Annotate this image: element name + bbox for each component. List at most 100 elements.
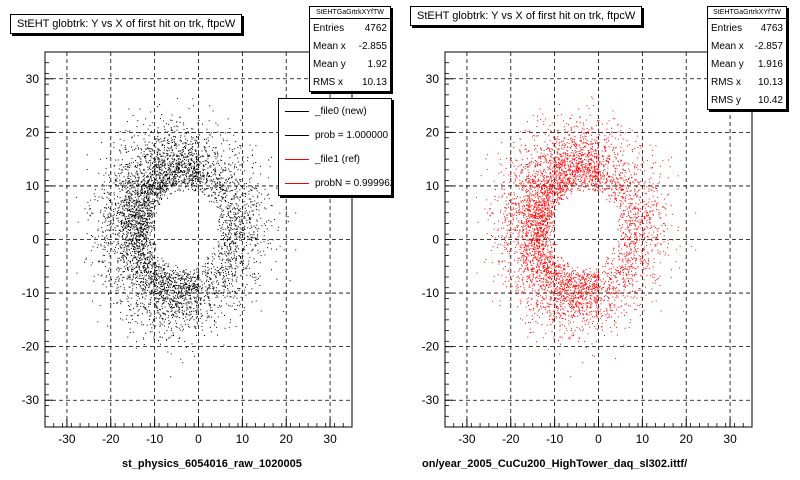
scatter-point bbox=[222, 238, 224, 239]
scatter-point bbox=[200, 313, 202, 315]
scatter-point bbox=[175, 184, 177, 186]
scatter-point bbox=[127, 295, 129, 297]
scatter-point bbox=[185, 272, 187, 274]
scatter-point bbox=[241, 253, 243, 254]
scatter-point bbox=[181, 330, 183, 332]
scatter-point bbox=[163, 160, 165, 162]
scatter-point bbox=[214, 198, 216, 200]
scatter-point bbox=[150, 155, 152, 157]
scatter-point bbox=[230, 190, 232, 191]
scatter-point bbox=[127, 301, 129, 302]
scatter-point bbox=[211, 272, 212, 274]
scatter-point bbox=[158, 157, 160, 159]
scatter-point bbox=[160, 291, 162, 293]
scatter-point bbox=[205, 275, 207, 276]
scatter-point bbox=[223, 269, 225, 271]
scatter-point bbox=[147, 147, 149, 149]
scatter-point bbox=[202, 175, 204, 177]
scatter-point bbox=[219, 175, 221, 177]
scatter-point bbox=[119, 229, 121, 231]
scatter-point bbox=[251, 201, 253, 203]
scatter-point bbox=[213, 247, 215, 249]
scatter-point bbox=[191, 132, 193, 134]
scatter-point bbox=[218, 250, 220, 252]
scatter-point bbox=[257, 249, 259, 251]
scatter-point bbox=[128, 182, 130, 184]
scatter-point bbox=[155, 172, 156, 174]
scatter-point bbox=[259, 285, 261, 286]
scatter-point bbox=[132, 331, 134, 333]
scatter-point bbox=[141, 198, 143, 200]
scatter-point bbox=[160, 284, 162, 286]
scatter-point bbox=[149, 183, 151, 185]
scatter-point bbox=[123, 247, 125, 249]
scatter-point bbox=[180, 286, 182, 288]
scatter-point bbox=[169, 134, 170, 136]
scatter-point bbox=[153, 274, 155, 276]
scatter-point bbox=[227, 204, 229, 206]
scatter-point bbox=[240, 274, 242, 276]
scatter-point bbox=[221, 267, 223, 269]
scatter-point bbox=[150, 301, 152, 303]
scatter-point bbox=[130, 322, 131, 324]
scatter-point bbox=[544, 189, 546, 191]
scatter-point bbox=[135, 250, 137, 252]
scatter-point bbox=[252, 195, 254, 197]
scatter-point bbox=[161, 303, 163, 305]
scatter-point bbox=[117, 275, 119, 277]
scatter-point bbox=[174, 143, 176, 145]
scatter-point bbox=[213, 293, 215, 295]
scatter-point bbox=[128, 226, 130, 227]
scatter-point bbox=[188, 180, 190, 182]
scatter-point bbox=[154, 168, 156, 170]
scatter-point bbox=[135, 200, 137, 202]
scatter-point bbox=[135, 292, 137, 294]
scatter-point bbox=[105, 207, 107, 209]
scatter-point bbox=[138, 309, 140, 311]
scatter-point bbox=[231, 270, 233, 272]
scatter-point bbox=[213, 274, 215, 276]
scatter-point bbox=[230, 246, 232, 248]
scatter-point bbox=[128, 225, 130, 227]
scatter-point bbox=[233, 302, 235, 304]
scatter-point bbox=[176, 154, 178, 156]
scatter-point bbox=[164, 171, 166, 173]
scatter-point bbox=[134, 216, 136, 218]
scatter-point bbox=[192, 146, 194, 148]
scatter-point bbox=[187, 172, 189, 174]
scatter-point bbox=[252, 213, 254, 215]
scatter-point bbox=[229, 235, 231, 237]
scatter-point bbox=[152, 173, 154, 175]
scatter-point bbox=[178, 155, 180, 157]
scatter-point bbox=[243, 227, 245, 229]
scatter-point bbox=[155, 293, 157, 295]
scatter-point bbox=[129, 180, 131, 182]
scatter-point bbox=[157, 260, 159, 262]
scatter-point bbox=[140, 227, 142, 229]
scatter-point bbox=[246, 186, 248, 188]
x-tick-label: -10 bbox=[546, 432, 564, 446]
scatter-point bbox=[112, 232, 114, 234]
scatter-point bbox=[218, 256, 220, 258]
scatter-point bbox=[141, 186, 143, 188]
scatter-point bbox=[227, 258, 229, 260]
scatter-point bbox=[101, 227, 103, 229]
scatter-point bbox=[206, 312, 208, 314]
scatter-point bbox=[209, 285, 211, 287]
scatter-point bbox=[153, 272, 155, 274]
scatter-point bbox=[189, 326, 191, 328]
scatter-point bbox=[136, 229, 138, 230]
scatter-point bbox=[233, 243, 235, 244]
scatter-point bbox=[149, 184, 151, 186]
scatter-point bbox=[155, 170, 157, 172]
scatter-point bbox=[180, 296, 182, 298]
scatter-point bbox=[224, 182, 225, 184]
scatter-point bbox=[138, 267, 140, 269]
scatter-point bbox=[193, 286, 195, 288]
scatter-point bbox=[221, 155, 222, 157]
scatter-point bbox=[248, 190, 250, 192]
scatter-point bbox=[147, 256, 148, 258]
scatter-point bbox=[206, 128, 208, 130]
scatter-point bbox=[235, 217, 237, 219]
